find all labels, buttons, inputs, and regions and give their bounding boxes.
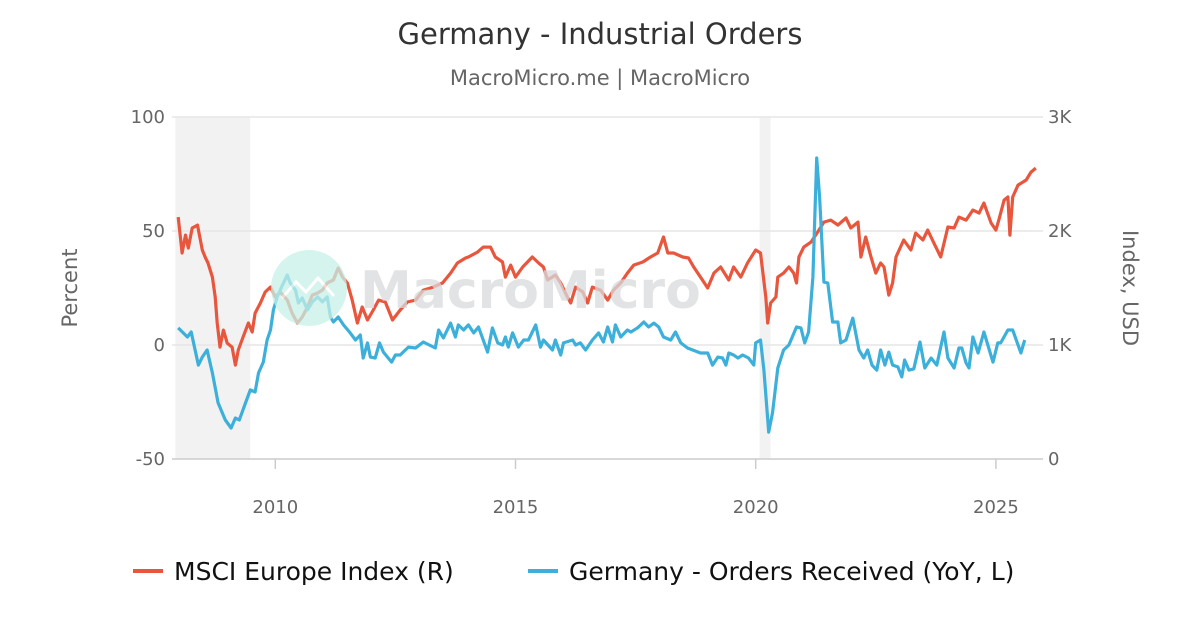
right-tick-label: 1K bbox=[1048, 335, 1072, 356]
right-axis-title: Index, USD bbox=[1118, 230, 1142, 346]
left-tick-label: 50 bbox=[142, 221, 165, 242]
x-tick-label: 2015 bbox=[493, 497, 539, 518]
legend-label-msci: MSCI Europe Index (R) bbox=[174, 557, 454, 586]
legend-label-orders: Germany - Orders Received (YoY, L) bbox=[569, 557, 1014, 586]
left-tick-label: -50 bbox=[136, 449, 165, 470]
left-axis-title: Percent bbox=[58, 248, 82, 327]
legend-item-orders[interactable]: Germany - Orders Received (YoY, L) bbox=[528, 557, 1014, 586]
right-tick-label: 3K bbox=[1048, 107, 1072, 128]
gridlines bbox=[172, 116, 1043, 460]
chart-title: Germany - Industrial Orders bbox=[398, 17, 803, 51]
right-tick-label: 0 bbox=[1048, 449, 1059, 470]
legend-item-msci[interactable]: MSCI Europe Index (R) bbox=[133, 557, 454, 586]
x-tick-label: 2025 bbox=[973, 497, 1019, 518]
x-tick-label: 2010 bbox=[252, 497, 298, 518]
axes: -50 0 50 100 0 1K 2K 3K 2010 2015 2020 2025 bbox=[131, 107, 1073, 518]
watermark-text: MacroMicro bbox=[360, 261, 701, 321]
watermark: MacroMicro bbox=[271, 250, 701, 326]
right-tick-label: 2K bbox=[1048, 221, 1072, 242]
legend: MSCI Europe Index (R) Germany - Orders R… bbox=[133, 557, 1014, 586]
left-tick-label: 100 bbox=[131, 107, 165, 128]
chart-subtitle: MacroMicro.me | MacroMicro bbox=[450, 66, 750, 91]
left-tick-label: 0 bbox=[154, 335, 165, 356]
x-tick-label: 2020 bbox=[733, 497, 779, 518]
